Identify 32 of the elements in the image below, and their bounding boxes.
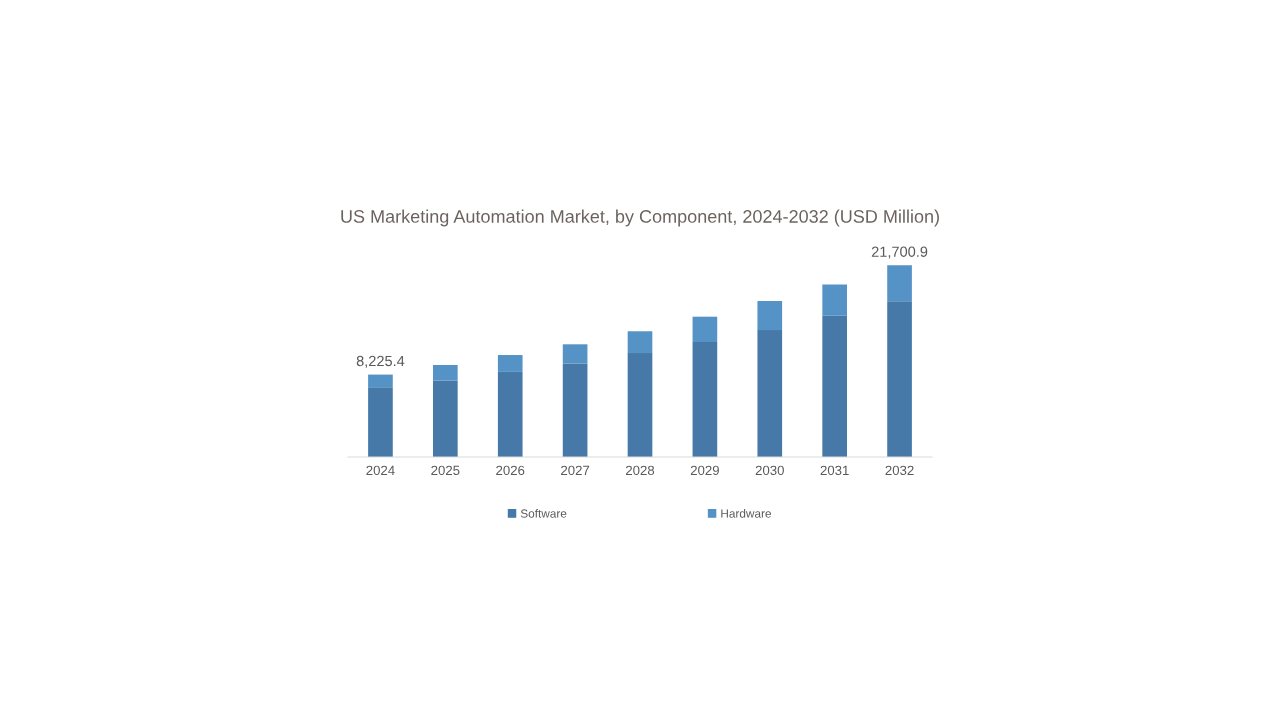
annotation: 21,700.9: [871, 246, 928, 259]
x-tick-label: 2026: [496, 465, 525, 476]
x-tick-label: 2030: [755, 465, 784, 476]
bar: [822, 315, 847, 457]
bar: [887, 301, 912, 457]
bar: [757, 300, 783, 331]
bar: [368, 387, 393, 457]
bar: [562, 363, 588, 457]
legend-label: Hardware: [721, 509, 771, 518]
annotation: 8,225.4: [356, 355, 405, 368]
bar: [692, 342, 718, 457]
bar: [822, 284, 847, 316]
bar: [692, 316, 718, 342]
x-tick-label: 2025: [431, 465, 460, 476]
x-tick-label: 2031: [820, 465, 849, 476]
bar: [627, 353, 653, 457]
x-tick-label: 2027: [561, 465, 590, 476]
bar: [497, 371, 523, 457]
legend-label: Software: [520, 509, 567, 518]
bar: [368, 374, 393, 388]
bar: [562, 344, 588, 364]
bar: [433, 380, 458, 457]
x-tick-label: 2032: [885, 465, 914, 476]
bar: [497, 355, 523, 372]
bar: [887, 265, 912, 302]
bar: [433, 365, 458, 381]
x-tick-label: 2029: [690, 465, 719, 476]
bar: [627, 331, 653, 354]
bar: [757, 330, 783, 457]
chart-title: US Marketing Automation Market, by Component, 2024-2032 (USD Million): [341, 209, 939, 227]
x-tick-label: 2024: [366, 465, 395, 476]
x-tick-label: 2028: [625, 465, 655, 476]
